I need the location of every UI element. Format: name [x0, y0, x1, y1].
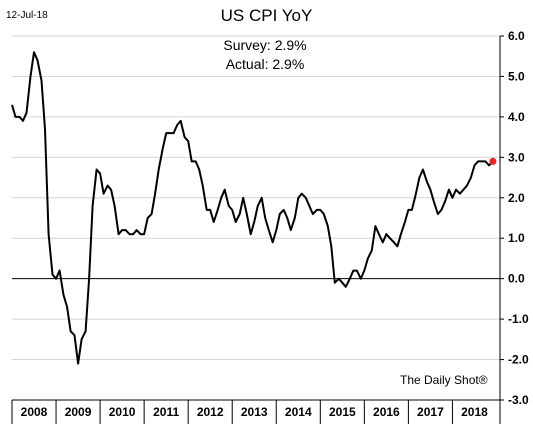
- axes: [11, 35, 504, 424]
- series-layer: [11, 51, 497, 365]
- x-tick-label: 2017: [417, 405, 444, 419]
- y-tick-label: 0.0: [508, 272, 525, 286]
- gridlines: [12, 35, 500, 361]
- y-tick-label: 6.0: [508, 29, 525, 43]
- y-tick-label: 3.0: [508, 150, 525, 164]
- x-tick-label: 2012: [197, 405, 224, 419]
- x-tick-label: 2018: [461, 405, 488, 419]
- y-tick-label: 1.0: [508, 231, 525, 245]
- x-tick-label: 2009: [65, 405, 92, 419]
- x-axis-ticks: 2008 2009 2010 2011 2012 2013 2014 2015 2016 2017…: [21, 405, 488, 419]
- y-tick-label: 2.0: [508, 191, 525, 205]
- survey-annotation: Survey: 2.9%: [223, 37, 307, 53]
- actual-annotation: Actual: 2.9%: [225, 56, 305, 72]
- latest-point: [489, 157, 497, 165]
- x-tick-label: 2013: [241, 405, 268, 419]
- y-tick-label: -2.0: [508, 353, 529, 367]
- x-tick-label: 2008: [21, 405, 48, 419]
- date-label: 12-Jul-18: [6, 10, 48, 21]
- y-tick-label: 5.0: [508, 69, 525, 83]
- x-tick-label: 2016: [373, 405, 400, 419]
- series-line: [11, 51, 494, 365]
- chart-title: US CPI YoY: [220, 6, 313, 25]
- x-tick-label: 2015: [329, 405, 356, 419]
- y-tick-label: -3.0: [508, 393, 529, 407]
- y-tick-label: -1.0: [508, 312, 529, 326]
- y-tick-label: 4.0: [508, 110, 525, 124]
- y-axis-ticks: 6.0 5.0 4.0 3.0 2.0 1.0 0.0 -1.0 -2.0 -3.0: [508, 29, 529, 407]
- x-tick-label: 2014: [285, 405, 312, 419]
- x-tick-label: 2010: [109, 405, 136, 419]
- x-tick-label: 2011: [153, 405, 179, 419]
- source-label: The Daily Shot®: [400, 373, 488, 387]
